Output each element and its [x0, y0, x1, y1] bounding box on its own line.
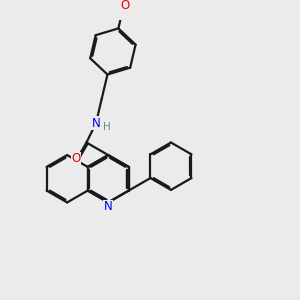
Text: N: N — [92, 117, 100, 130]
Text: O: O — [71, 152, 80, 165]
Text: N: N — [104, 200, 112, 213]
Text: H: H — [103, 122, 110, 132]
Text: O: O — [120, 0, 129, 12]
